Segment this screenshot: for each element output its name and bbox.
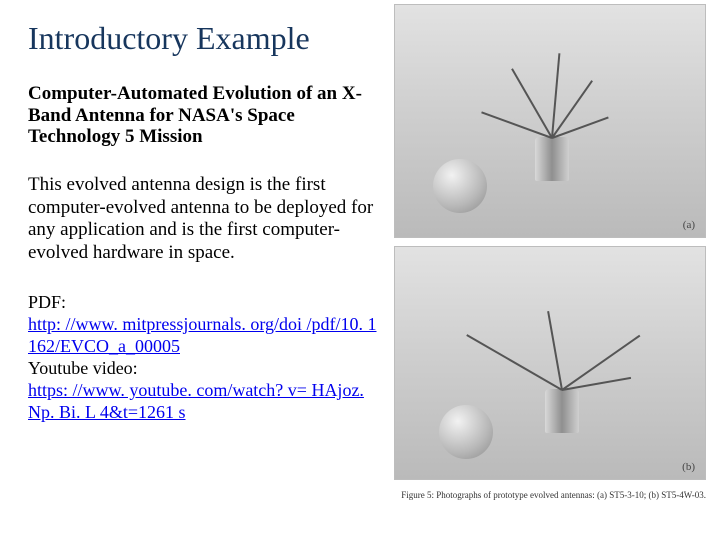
slide: Introductory Example Computer-Automated … <box>0 0 720 540</box>
figure-a: (a) <box>394 4 706 238</box>
coin-icon <box>439 405 493 459</box>
figure-b-label: (b) <box>682 461 695 473</box>
antenna-base-icon <box>545 389 579 433</box>
antenna-wire-icon <box>547 311 563 390</box>
figure-caption: Figure 5: Photographs of prototype evolv… <box>394 490 712 500</box>
video-label: Youtube video: <box>28 358 138 378</box>
coin-icon <box>433 159 487 213</box>
slide-subtitle: Computer-Automated Evolution of an X-Ban… <box>28 83 380 149</box>
pdf-label: PDF: <box>28 292 66 312</box>
body-paragraph: This evolved antenna design is the first… <box>28 174 380 264</box>
antenna-wire-icon <box>481 111 552 139</box>
antenna-wire-icon <box>511 68 553 138</box>
right-column: (a) (b) Figure 5: Photographs of prototy… <box>390 0 720 540</box>
left-column: Introductory Example Computer-Automated … <box>0 0 390 540</box>
figure-a-label: (a) <box>683 219 695 231</box>
figure-b: (b) <box>394 246 706 480</box>
antenna-base-icon <box>535 137 569 181</box>
slide-title: Introductory Example <box>28 20 380 57</box>
antenna-wire-icon <box>466 334 562 391</box>
references-block: PDF: http: //www. mitpressjournals. org/… <box>28 292 380 424</box>
pdf-link[interactable]: http: //www. mitpressjournals. org/doi /… <box>28 314 377 356</box>
video-link[interactable]: https: //www. youtube. com/watch? v= HAj… <box>28 380 364 422</box>
